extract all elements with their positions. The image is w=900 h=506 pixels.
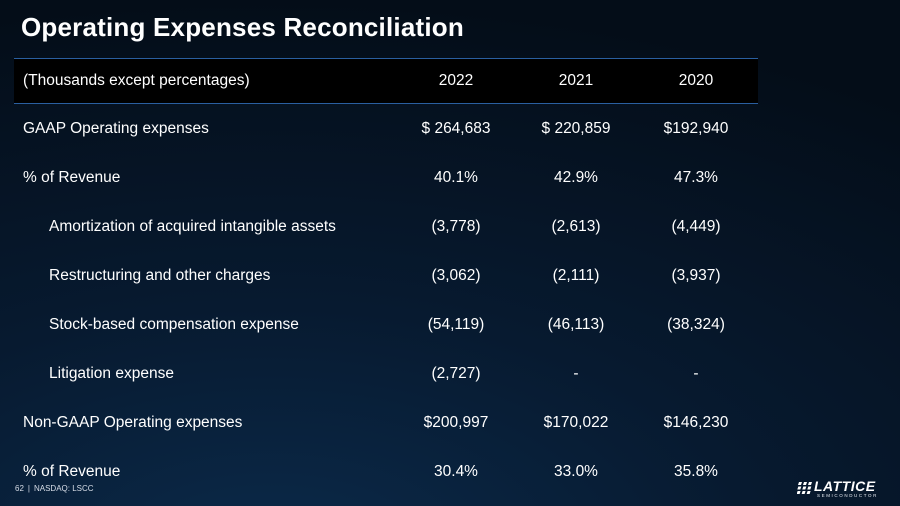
reconciliation-table: (Thousands except percentages) 2022 2021… xyxy=(14,58,758,496)
cell-2021: 42.9% xyxy=(554,168,598,186)
cell-2021: 33.0% xyxy=(554,462,598,480)
cell-2020: $192,940 xyxy=(663,119,729,137)
cell-2021: $170,022 xyxy=(543,413,609,431)
cell-2020: 47.3% xyxy=(674,168,718,186)
row-label: Non-GAAP Operating expenses xyxy=(23,413,243,431)
cell-2022: (2,727) xyxy=(431,364,481,382)
row-label: Restructuring and other charges xyxy=(49,266,271,284)
cell-2021: $ 220,859 xyxy=(541,119,611,137)
row-label: % of Revenue xyxy=(23,168,121,186)
header-year-2020: 2020 xyxy=(678,72,714,89)
header-year-2022: 2022 xyxy=(438,72,474,89)
row-gaap-percent-of-revenue: % of Revenue 40.1% 42.9% 47.3% xyxy=(14,153,758,202)
ticker-label: NASDAQ: LSCC xyxy=(33,484,94,493)
row-label: Amortization of acquired intangible asse… xyxy=(49,217,336,235)
cell-2022: 30.4% xyxy=(434,462,478,480)
cell-2022: 40.1% xyxy=(434,168,478,186)
row-amortization: Amortization of acquired intangible asse… xyxy=(14,202,758,251)
slide-title: Operating Expenses Reconciliation xyxy=(21,12,464,42)
row-label: GAAP Operating expenses xyxy=(23,119,209,137)
header-year-2021: 2021 xyxy=(558,72,594,89)
cell-2020: (3,937) xyxy=(671,266,721,284)
cell-2022: $ 264,683 xyxy=(421,119,491,137)
row-non-gaap-percent-of-revenue: % of Revenue 30.4% 33.0% 35.8% xyxy=(14,447,758,496)
row-restructuring: Restructuring and other charges (3,062) … xyxy=(14,251,758,300)
logo-tagline: SEMICONDUCTOR xyxy=(817,493,878,498)
page-number: 62 xyxy=(15,484,24,493)
cell-2021: (46,113) xyxy=(547,315,605,333)
slide-footer: 62 | NASDAQ: LSCC xyxy=(15,484,94,493)
cell-2020: 35.8% xyxy=(674,462,718,480)
table-header-row: (Thousands except percentages) 2022 2021… xyxy=(14,58,758,104)
row-label: % of Revenue xyxy=(23,462,121,480)
header-units-label: (Thousands except percentages) xyxy=(23,72,250,89)
cell-2022: (54,119) xyxy=(427,315,485,333)
row-gaap-operating-expenses: GAAP Operating expenses $ 264,683 $ 220,… xyxy=(14,104,758,153)
cell-2021: (2,613) xyxy=(551,217,601,235)
cell-2020: - xyxy=(693,364,699,382)
cell-2020: (38,324) xyxy=(667,315,725,333)
footer-separator: | xyxy=(27,484,30,493)
row-non-gaap-operating-expenses: Non-GAAP Operating expenses $200,997 $17… xyxy=(14,398,758,447)
cell-2021: (2,111) xyxy=(552,266,600,284)
logo-wordmark: LATTICE xyxy=(814,478,876,494)
row-label: Stock-based compensation expense xyxy=(49,315,299,333)
cell-2022: $200,997 xyxy=(423,413,489,431)
cell-2022: (3,062) xyxy=(431,266,481,284)
row-label: Litigation expense xyxy=(49,364,174,382)
lattice-logo: LATTICE SEMICONDUCTOR xyxy=(797,478,889,500)
cell-2022: (3,778) xyxy=(431,217,481,235)
row-litigation: Litigation expense (2,727) - - xyxy=(14,349,758,398)
cell-2020: (4,449) xyxy=(671,217,721,235)
cell-2020: $146,230 xyxy=(663,413,729,431)
row-stock-based-compensation: Stock-based compensation expense (54,119… xyxy=(14,300,758,349)
lattice-logo-icon xyxy=(797,482,812,494)
cell-2021: - xyxy=(573,364,579,382)
